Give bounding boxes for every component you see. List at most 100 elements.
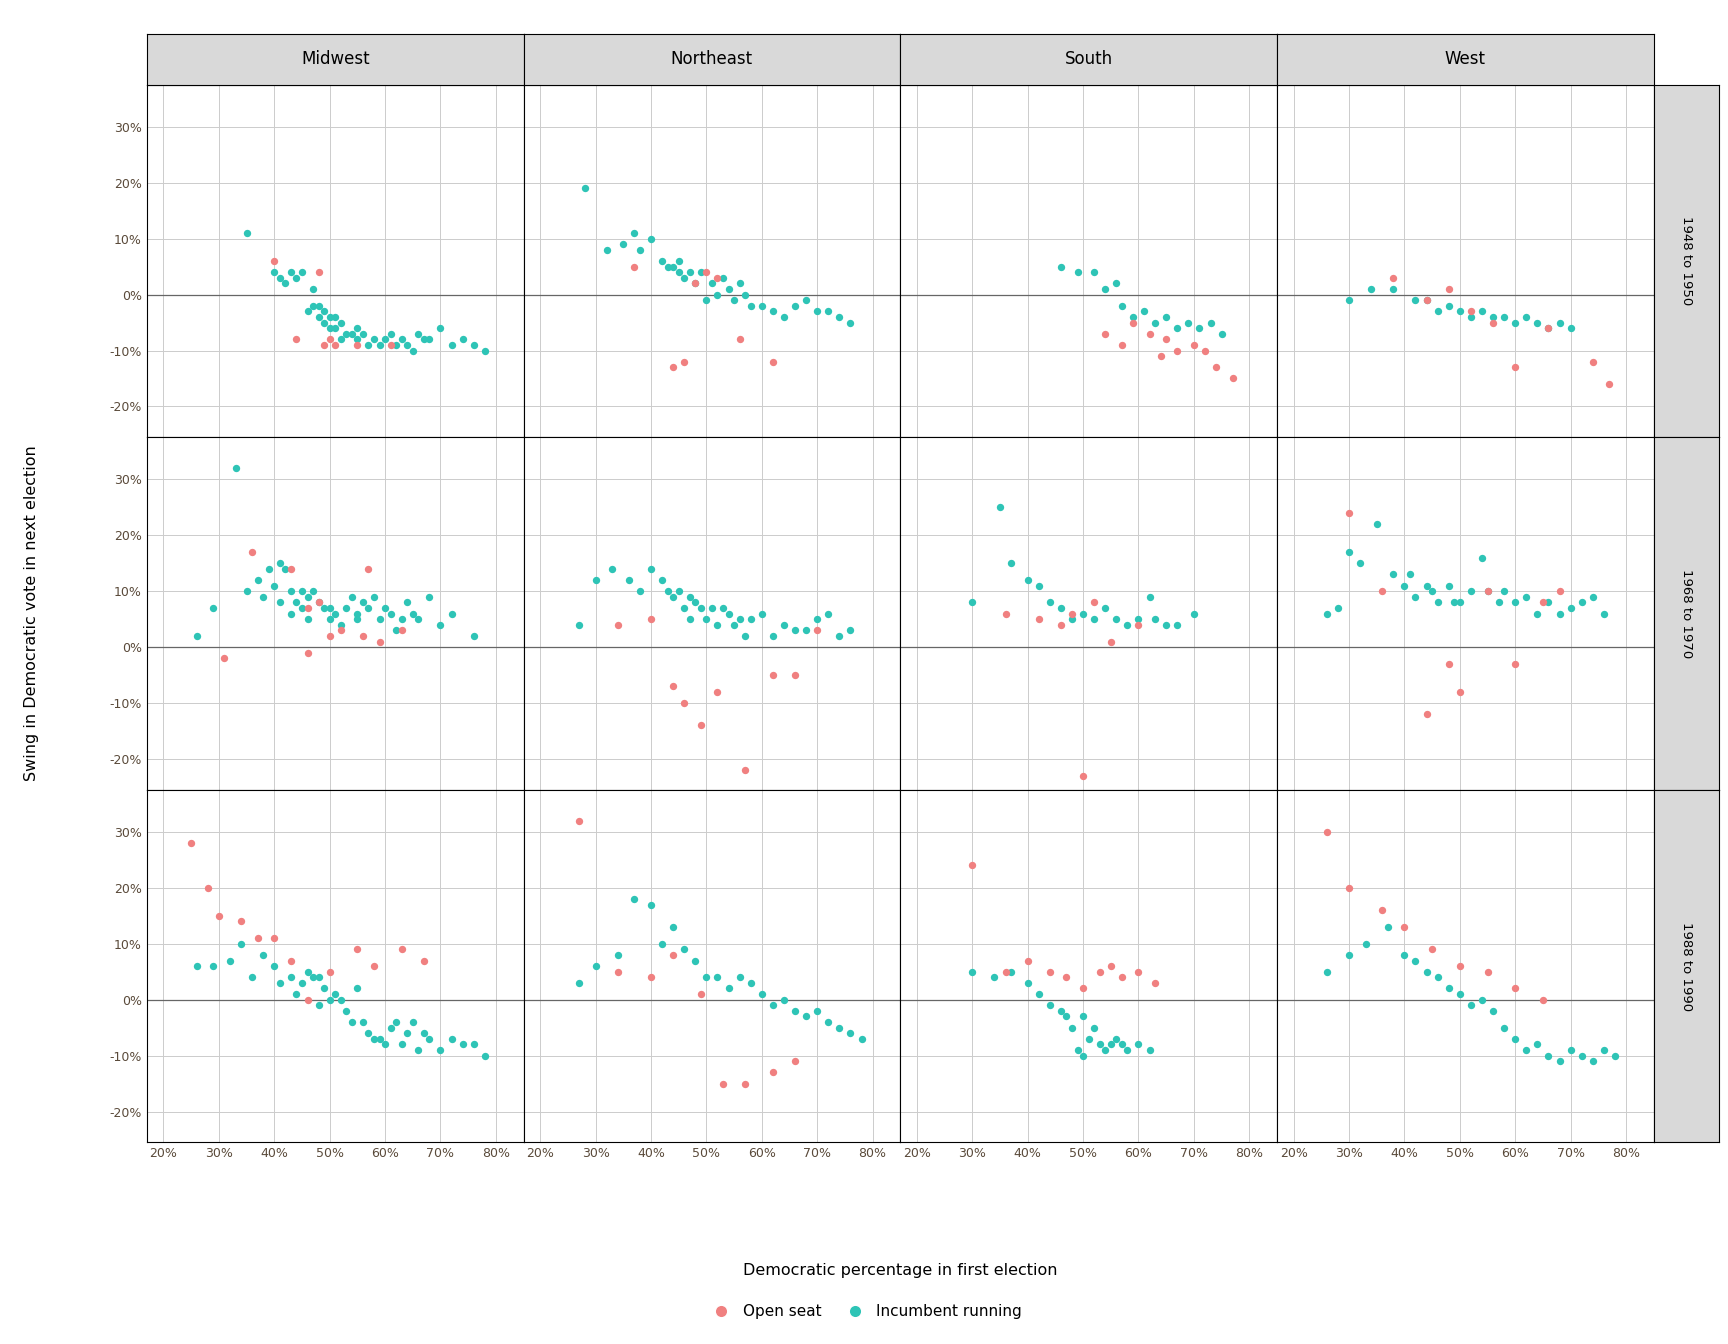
Point <box>660 945 688 966</box>
Point <box>1524 312 1552 333</box>
Point <box>1469 547 1496 569</box>
Point <box>321 984 349 1005</box>
Point <box>748 984 776 1005</box>
Point <box>1208 323 1236 344</box>
Point <box>404 1039 432 1060</box>
Point <box>372 328 399 349</box>
Point <box>276 950 304 972</box>
Point <box>1180 602 1208 624</box>
Point <box>598 558 626 579</box>
Point <box>311 977 339 999</box>
Point <box>653 255 681 277</box>
Point <box>721 614 748 636</box>
Point <box>1120 312 1147 333</box>
Point <box>1080 591 1108 613</box>
Text: West: West <box>1445 50 1486 69</box>
Point <box>1102 609 1130 630</box>
Point <box>826 1017 854 1039</box>
Point <box>354 335 382 356</box>
Point <box>1070 602 1097 624</box>
Point <box>304 294 332 316</box>
Point <box>238 966 266 988</box>
Point <box>377 1017 404 1039</box>
Point <box>582 570 610 591</box>
Point <box>1058 609 1085 630</box>
Point <box>327 989 354 1011</box>
Point <box>681 273 708 294</box>
Point <box>1534 1044 1562 1066</box>
Point <box>1567 591 1595 613</box>
Point <box>1058 1017 1085 1039</box>
Point <box>299 294 327 316</box>
Point <box>449 328 477 349</box>
Point <box>814 1011 842 1032</box>
Point <box>304 306 332 328</box>
Point <box>1047 597 1075 618</box>
Point <box>1175 312 1203 333</box>
Point <box>271 558 299 579</box>
Point <box>1025 609 1052 630</box>
Point <box>570 177 598 199</box>
Point <box>228 933 256 954</box>
Point <box>316 961 344 982</box>
Point <box>626 239 653 261</box>
Point <box>1414 703 1441 724</box>
Point <box>1529 591 1557 613</box>
Point <box>959 855 987 876</box>
Point <box>349 323 377 344</box>
Point <box>703 614 731 636</box>
Point <box>199 597 226 618</box>
Point <box>1085 961 1113 982</box>
Point <box>1490 581 1517 602</box>
Point <box>1414 575 1441 597</box>
Point <box>1414 289 1441 310</box>
Point <box>327 614 354 636</box>
Point <box>1474 961 1502 982</box>
Point <box>582 956 610 977</box>
Point <box>1567 1044 1595 1066</box>
Point <box>1479 312 1507 333</box>
Point <box>410 950 437 972</box>
Point <box>1424 301 1452 323</box>
Point <box>316 597 344 618</box>
Point <box>1557 1039 1585 1060</box>
Point <box>206 905 233 926</box>
Point <box>416 1028 442 1050</box>
Point <box>1092 597 1120 618</box>
Point <box>1424 591 1452 613</box>
Point <box>653 581 681 602</box>
Point <box>299 278 327 300</box>
Point <box>781 664 809 685</box>
Point <box>1602 1044 1630 1066</box>
Point <box>1336 503 1363 524</box>
Point <box>759 1062 786 1083</box>
Point <box>1401 586 1429 607</box>
Point <box>688 597 715 618</box>
Point <box>1502 591 1529 613</box>
Point <box>1163 614 1191 636</box>
Point <box>1313 961 1341 982</box>
Point <box>1336 945 1363 966</box>
Point <box>665 261 693 282</box>
Point <box>1108 1034 1135 1055</box>
Point <box>1391 917 1419 938</box>
Point <box>715 977 743 999</box>
Point <box>289 581 316 602</box>
Point <box>748 602 776 624</box>
Point <box>1502 356 1529 378</box>
Point <box>1047 614 1075 636</box>
Point <box>1052 966 1080 988</box>
Point <box>1097 956 1125 977</box>
Point <box>781 294 809 316</box>
Point <box>1414 961 1441 982</box>
Point <box>681 273 708 294</box>
Point <box>244 927 271 949</box>
Point <box>593 239 620 261</box>
Point <box>648 250 676 271</box>
Point <box>726 273 753 294</box>
Point <box>249 586 276 607</box>
Point <box>1545 581 1572 602</box>
Point <box>266 267 294 289</box>
Point <box>648 570 676 591</box>
Point <box>605 614 632 636</box>
